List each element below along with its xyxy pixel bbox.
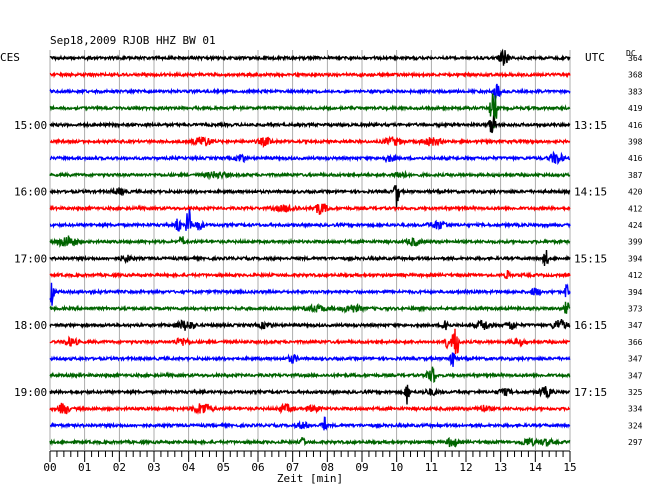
right-time-label: 17:15	[574, 386, 607, 399]
dc-value: 416	[628, 121, 643, 130]
x-tick-label: 15	[563, 461, 576, 474]
dc-value: 325	[628, 388, 643, 397]
chart-title: Sep18,2009 RJOB HHZ BW 01	[50, 34, 216, 47]
dc-value: 412	[628, 271, 643, 280]
trace-row	[49, 436, 571, 448]
x-tick-label: 14	[529, 461, 543, 474]
trace-row	[49, 235, 571, 248]
trace-row	[49, 93, 571, 129]
left-time-label: 18:00	[14, 319, 47, 332]
x-axis-label: Zeit [min]	[277, 472, 343, 485]
trace-row	[49, 319, 571, 331]
dc-value: 347	[628, 371, 643, 380]
x-tick-label: 11	[425, 461, 438, 474]
trace-row	[49, 301, 571, 314]
dc-value: 416	[628, 154, 643, 163]
left-time-label: 16:00	[14, 186, 47, 199]
dc-value: 412	[628, 204, 643, 213]
x-tick-label: 07	[286, 461, 299, 474]
dc-value: 368	[628, 71, 643, 80]
trace-row	[49, 328, 570, 355]
trace-row	[49, 209, 571, 232]
dc-value: 366	[628, 338, 643, 347]
right-time-label: 15:15	[574, 252, 607, 265]
dc-value: 364	[628, 54, 643, 63]
x-tick-label: 13	[494, 461, 507, 474]
dc-value: 347	[628, 355, 643, 364]
dc-value: 334	[628, 405, 643, 414]
x-tick-label: 04	[182, 461, 196, 474]
left-timezone-label: CES	[0, 51, 20, 64]
trace-row	[49, 366, 571, 384]
right-time-label: 14:15	[574, 186, 607, 199]
trace-row	[49, 185, 571, 208]
x-tick-label: 09	[355, 461, 368, 474]
right-time-label: 13:15	[574, 119, 607, 132]
trace-row	[50, 135, 571, 149]
x-tick-label: 06	[251, 461, 264, 474]
dc-value: 383	[628, 87, 643, 96]
dc-value: 419	[628, 104, 643, 113]
dc-value: 373	[628, 305, 643, 314]
trace-row	[49, 416, 571, 431]
x-tick-label: 12	[459, 461, 472, 474]
row-labels: 15:00 16:00 17:00 18:00 19:00 13:15 14:15 15:15…	[14, 54, 643, 447]
traces	[49, 48, 571, 448]
trace-row	[49, 384, 571, 405]
dc-value: 398	[628, 138, 643, 147]
dc-value: 347	[628, 321, 643, 330]
trace-row	[49, 402, 571, 415]
x-tick-label: 00	[43, 461, 56, 474]
left-time-label: 17:00	[14, 252, 47, 265]
dc-value: 387	[628, 171, 643, 180]
trace-row	[49, 48, 571, 66]
trace-row	[49, 352, 571, 367]
dc-value: 324	[628, 421, 643, 430]
x-tick-label: 10	[390, 461, 403, 474]
dc-header-label: DC	[626, 49, 636, 58]
grid-lines	[49, 50, 571, 450]
x-tick-label: 08	[321, 461, 334, 474]
trace-row	[49, 83, 571, 102]
dc-value: 394	[628, 254, 643, 263]
trace-row	[49, 269, 571, 280]
dc-value: 297	[628, 438, 643, 447]
x-tick-label: 02	[113, 461, 126, 474]
x-tick-label: 03	[147, 461, 160, 474]
trace-row	[49, 203, 571, 215]
trace-row	[49, 150, 571, 166]
right-timezone-label: UTC	[585, 51, 605, 64]
dc-value: 424	[628, 221, 643, 230]
left-time-label: 19:00	[14, 386, 47, 399]
dc-value: 399	[628, 238, 643, 247]
trace-row	[49, 249, 571, 267]
trace-row	[49, 114, 571, 134]
x-axis: 00 01 02 03 04 05 06 07 08 09 10 11 12 13 14 15	[43, 450, 577, 474]
x-tick-label: 05	[217, 461, 230, 474]
trace-row	[49, 70, 571, 79]
trace-row	[49, 282, 571, 306]
right-time-label: 16:15	[574, 319, 607, 332]
dc-value: 420	[628, 188, 643, 197]
left-time-label: 15:00	[14, 119, 47, 132]
x-tick-label: 01	[78, 461, 91, 474]
trace-row	[49, 169, 571, 181]
dc-value: 394	[628, 288, 643, 297]
